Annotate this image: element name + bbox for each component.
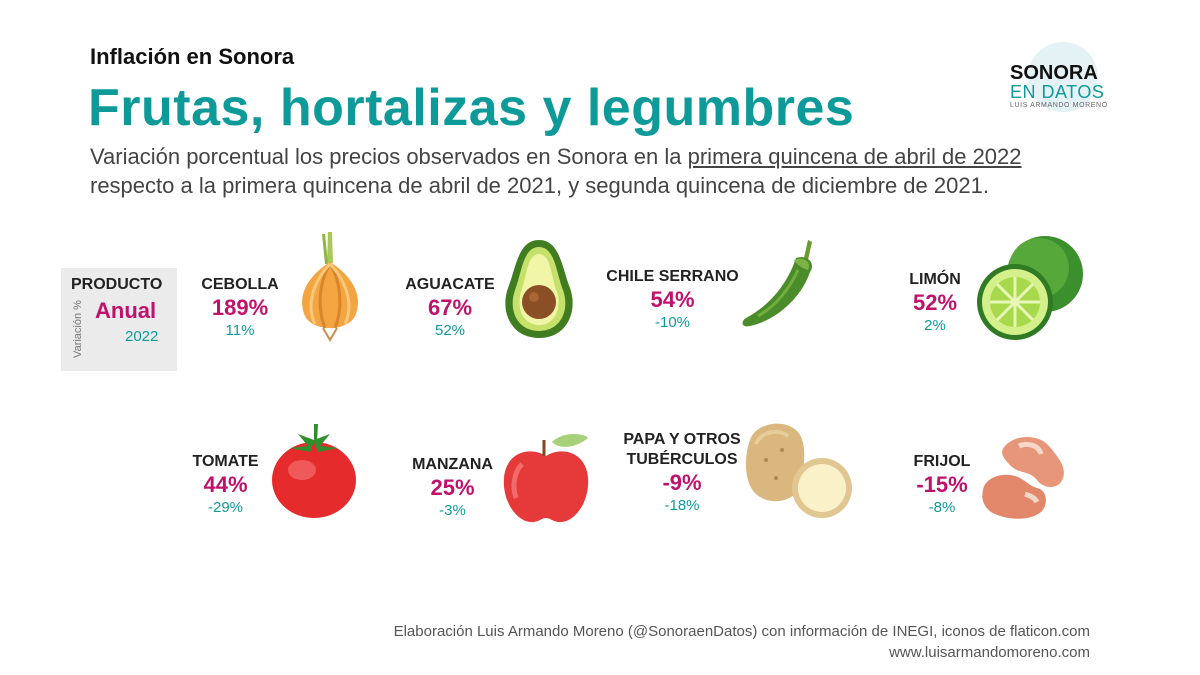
logo-line3: LUIS ARMANDO MORENO	[1010, 102, 1108, 109]
logo-line1: SONORA	[1010, 62, 1098, 84]
potato-icon	[745, 423, 852, 518]
item-aguacate: AGUACATE 67% 52%	[395, 275, 505, 341]
item-name: MANZANA	[412, 456, 493, 473]
item-anual: -15%	[916, 472, 968, 497]
item-name-line2: TUBÉRCULOS	[626, 451, 738, 468]
item-2022: 11%	[225, 322, 255, 339]
legend-box: Variación % PRODUCTO Anual 2022	[61, 268, 177, 371]
item-anual: 54%	[650, 287, 695, 312]
page-title: Frutas, hortalizas y legumbres	[88, 79, 855, 137]
item-name: FRIJOL	[913, 453, 971, 470]
legend-anual: Anual	[95, 298, 157, 323]
item-tomate: TOMATE 44% -29%	[183, 452, 268, 518]
item-2022: -18%	[664, 497, 700, 514]
item-chile-serrano: CHILE SERRANO 54% -10%	[600, 267, 745, 333]
item-manzana: MANZANA 25% -3%	[400, 455, 505, 521]
subtitle-highlight: primera quincena de abril de 2022	[687, 144, 1022, 169]
item-anual: 67%	[427, 295, 473, 320]
onion-icon	[302, 232, 358, 342]
apple-icon	[503, 434, 589, 523]
item-papa: PAPA Y OTROS TUBÉRCULOS -9% -18%	[617, 430, 747, 516]
legend-producto: PRODUCTO	[71, 276, 163, 293]
legend-vertical-label: Variación %	[71, 300, 84, 358]
item-limon: LIMÓN 52% 2%	[895, 270, 975, 336]
subtitle-part1: Variación porcentual los precios observa…	[90, 144, 688, 169]
item-name: TOMATE	[192, 453, 259, 470]
logo-line2: EN DATOS	[1010, 82, 1105, 102]
logo: SONORA EN DATOS LUIS ARMANDO MORENO	[990, 42, 1120, 122]
item-anual: 52%	[912, 290, 958, 315]
chili-icon	[742, 240, 813, 327]
subtitle: Variación porcentual los precios observa…	[90, 142, 1100, 200]
lime-icon	[977, 236, 1083, 340]
item-2022: -29%	[207, 499, 244, 516]
item-2022: -8%	[928, 499, 956, 516]
item-anual: 44%	[203, 472, 248, 497]
item-anual: 25%	[430, 475, 475, 500]
avocado-icon	[505, 240, 573, 338]
tomato-icon	[272, 424, 356, 518]
item-anual: 189%	[211, 295, 269, 320]
kicker: Inflación en Sonora	[90, 44, 295, 69]
item-anual: -9%	[662, 470, 702, 495]
item-2022: -10%	[654, 314, 691, 331]
credits-website[interactable]: www.luisarmandomoreno.com	[889, 644, 1090, 661]
legend-year: 2022	[125, 328, 159, 345]
item-name: AGUACATE	[405, 276, 495, 293]
logo-circle	[1028, 42, 1098, 112]
item-cebolla: CEBOLLA 189% 11%	[190, 275, 290, 341]
item-name: CHILE SERRANO	[606, 268, 739, 285]
subtitle-part2: respecto a la primera quincena de abril …	[90, 173, 989, 198]
item-2022: 52%	[434, 322, 466, 339]
credits-line1: Elaboración Luis Armando Moreno (@Sonora…	[393, 623, 1090, 640]
credits: Elaboración Luis Armando Moreno (@Sonora…	[394, 621, 1090, 663]
item-name: CEBOLLA	[201, 276, 279, 293]
item-2022: 2%	[924, 317, 946, 334]
bean-icon	[982, 437, 1064, 519]
item-frijol: FRIJOL -15% -8%	[902, 452, 982, 518]
item-2022: -3%	[439, 502, 466, 519]
item-name-line1: PAPA Y OTROS	[623, 431, 741, 448]
item-name: LIMÓN	[909, 271, 961, 288]
